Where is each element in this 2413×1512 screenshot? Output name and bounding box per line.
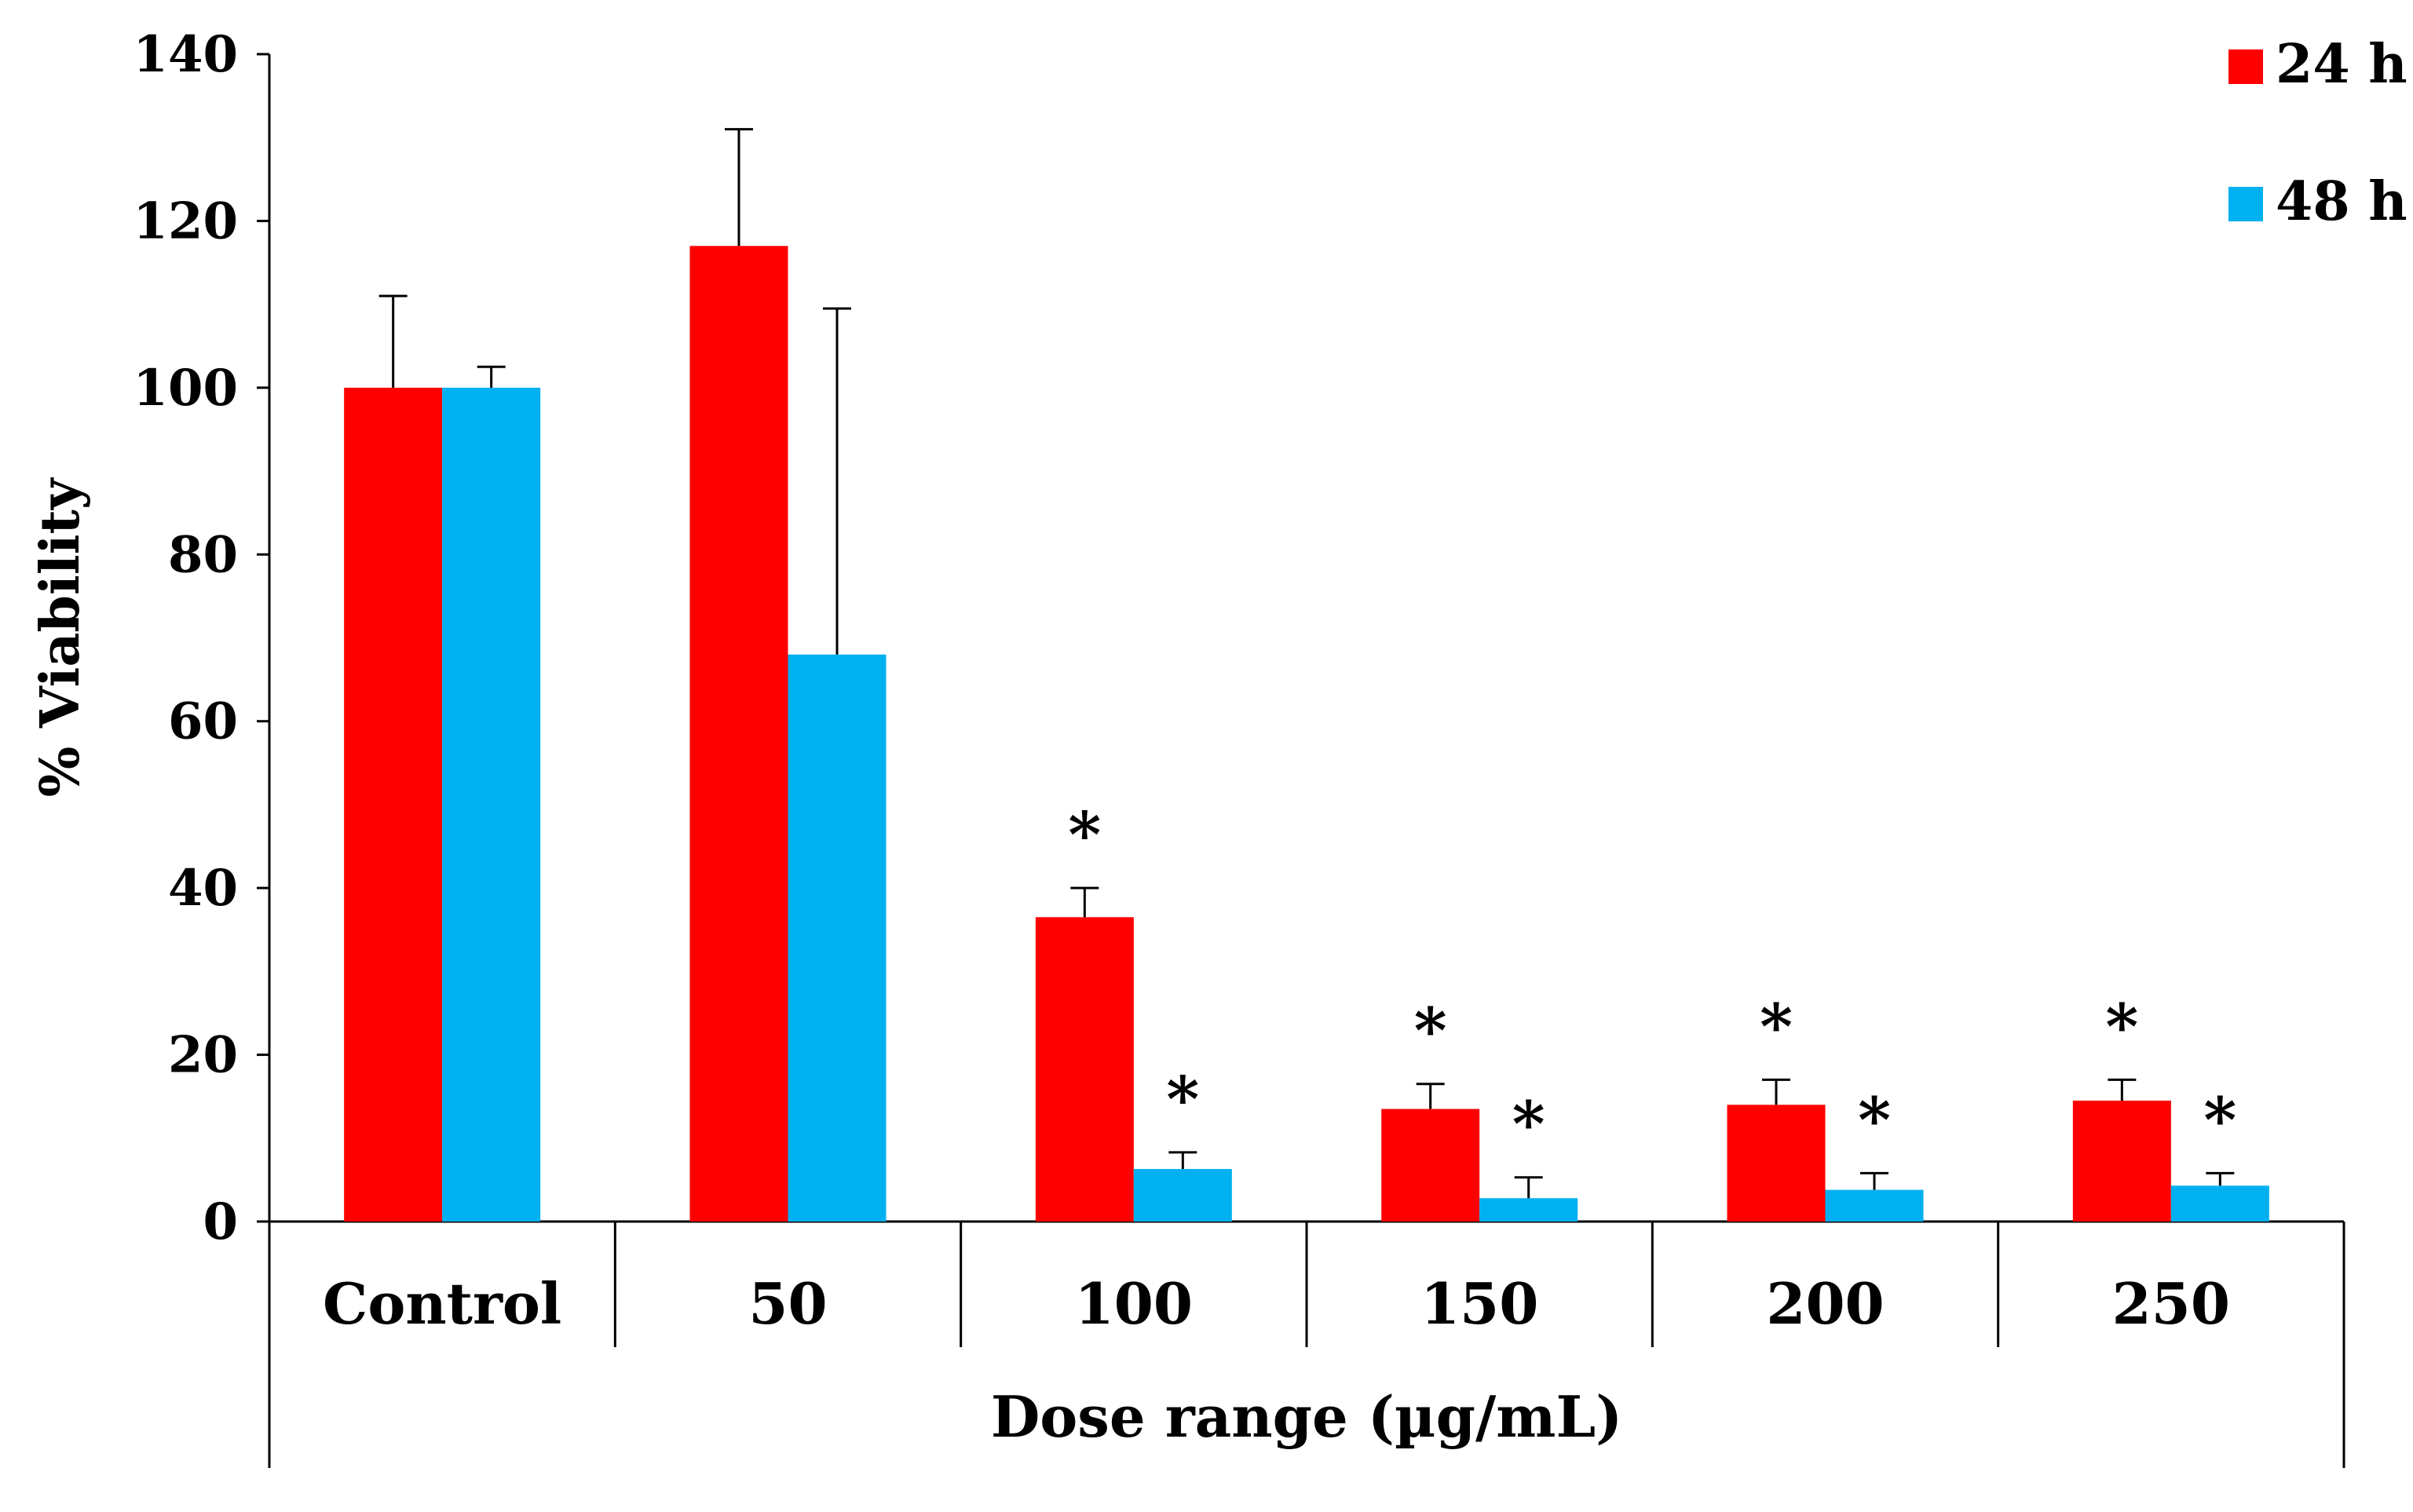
legend-label-48h: 48 h [2276, 170, 2408, 233]
y-tick-label: 20 [168, 1026, 238, 1085]
bar-48h-200 [1825, 1189, 1924, 1222]
significance-marker: * [1760, 989, 1793, 1063]
x-category-label: Control [323, 1270, 561, 1337]
y-tick-label: 60 [168, 692, 238, 751]
y-tick-label: 80 [168, 525, 238, 584]
y-axis-title: % Viability [29, 477, 92, 797]
y-tick-label: 100 [133, 359, 238, 418]
bar-24h-Control [344, 387, 443, 1222]
bar-48h-150 [1479, 1198, 1578, 1222]
bar-24h-200 [1727, 1105, 1826, 1222]
bar-24h-250 [2072, 1100, 2171, 1222]
x-category-label: 200 [1766, 1270, 1884, 1337]
significance-marker: * [1068, 798, 1101, 871]
bars-layer: * * * * * * * * [344, 128, 2269, 1222]
significance-marker: * [1858, 1083, 1891, 1156]
legend-swatch-48h [2228, 187, 2263, 221]
bar-48h-Control [442, 387, 541, 1222]
y-tick-label: 0 [203, 1192, 238, 1251]
significance-marker: * [1166, 1062, 1199, 1136]
y-tick-label: 40 [168, 859, 238, 918]
bar-24h-100 [1035, 917, 1134, 1222]
x-category-label: 150 [1420, 1270, 1538, 1337]
significance-marker: * [1512, 1087, 1545, 1161]
bar-48h-250 [2170, 1185, 2269, 1222]
x-axis-title: Dose range (µg/mL) [991, 1383, 1622, 1450]
significance-marker: * [2105, 989, 2138, 1063]
x-category-label: 100 [1075, 1270, 1193, 1337]
y-tick-label: 120 [133, 192, 238, 250]
axes-layer: 0 20 40 60 80 100 120 140 Control 50 100 150 200 250 [133, 25, 2345, 1468]
legend-label-24h: 24 h [2276, 33, 2408, 96]
x-category-label: 50 [748, 1270, 827, 1337]
bar-48h-50 [788, 654, 887, 1222]
significance-marker: * [2203, 1083, 2236, 1156]
legend: 24 h 48 h [2228, 33, 2408, 233]
significance-marker: * [1414, 994, 1447, 1068]
labels-layer: % Viability Dose range (µg/mL) [29, 477, 1622, 1450]
y-tick-label: 140 [133, 25, 238, 84]
legend-swatch-24h [2228, 49, 2263, 84]
bar-24h-150 [1381, 1108, 1480, 1222]
bar-24h-50 [689, 246, 788, 1222]
bar-48h-100 [1133, 1169, 1232, 1222]
x-category-label: 250 [2112, 1270, 2230, 1337]
